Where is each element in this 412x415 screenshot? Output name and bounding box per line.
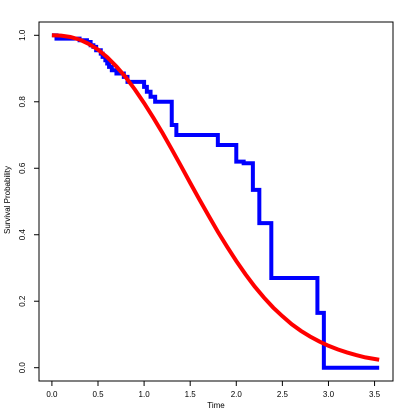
x-axis-label: Time: [207, 401, 225, 410]
x-tick-label: 0.5: [92, 390, 104, 399]
y-tick-label: 0.0: [18, 362, 27, 374]
x-tick-label: 1.5: [185, 390, 197, 399]
fitted-curve-line: [51, 33, 380, 362]
x-axis-ticks: 0.0 0.5 1.0 1.5 2.0 2.5 3.0 3.5: [46, 381, 381, 399]
y-tick-label: 0.2: [18, 295, 27, 307]
km-step-line: [51, 33, 380, 370]
series-layer: [51, 33, 380, 370]
y-tick-label: 0.4: [18, 229, 27, 241]
plot-frame: [38, 21, 394, 382]
x-tick-label: 2.5: [277, 390, 289, 399]
y-tick-label: 0.6: [18, 162, 27, 174]
y-axis-ticks: 0.0 0.2 0.4 0.6 0.8 1.0: [18, 29, 39, 373]
x-tick-label: 3.5: [369, 390, 381, 399]
x-tick-label: 0.0: [46, 390, 58, 399]
x-tick-label: 3.0: [323, 390, 335, 399]
x-tick-label: 2.0: [231, 390, 243, 399]
x-tick-label: 1.0: [139, 390, 151, 399]
y-tick-label: 1.0: [18, 29, 27, 41]
y-tick-label: 0.8: [18, 96, 27, 108]
y-axis-label: Survival Probability: [3, 166, 12, 234]
